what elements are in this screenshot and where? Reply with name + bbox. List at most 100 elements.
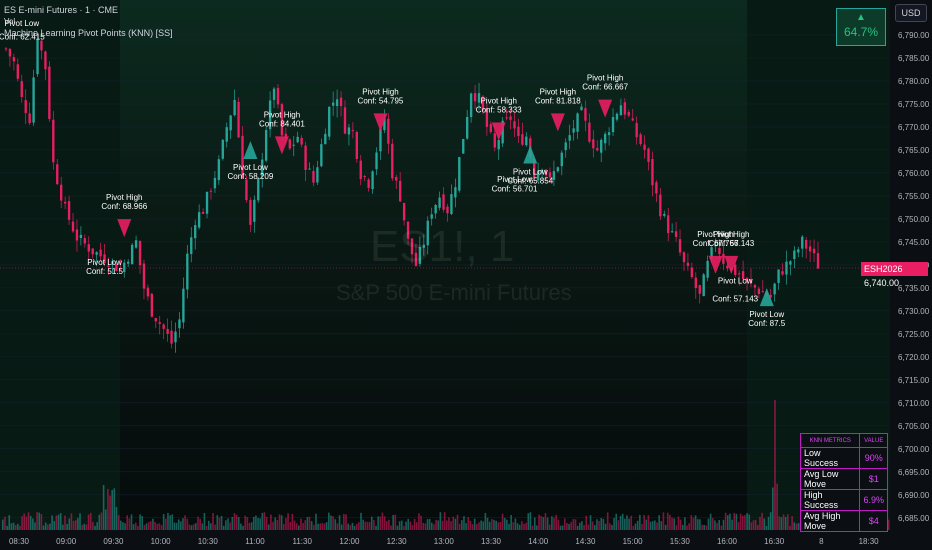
volume-bar — [508, 523, 510, 530]
candle-body — [434, 204, 437, 214]
candle-body — [454, 187, 457, 198]
volume-bar — [731, 519, 733, 530]
volume-bar — [85, 524, 88, 530]
volume-bar — [542, 517, 545, 530]
volume-bar — [62, 524, 64, 530]
volume-bar — [473, 518, 476, 530]
volume-bar — [529, 512, 532, 530]
candle-body — [245, 179, 248, 201]
metrics-header-label: KNN METRICS — [799, 433, 861, 448]
volume-bar — [583, 525, 585, 530]
volume-bar — [295, 523, 298, 530]
candle-body — [280, 104, 284, 136]
candle-body — [83, 238, 87, 244]
candle-body — [686, 262, 690, 266]
volume-bar — [634, 523, 637, 530]
volume-bar — [536, 525, 538, 530]
candle-body — [414, 252, 418, 266]
volume-bar — [117, 515, 120, 530]
volume-bar — [358, 522, 360, 530]
volume-bar — [574, 519, 577, 530]
volume-bar — [782, 514, 785, 530]
volume-bar — [304, 520, 307, 530]
volume-bar — [643, 514, 645, 530]
volume-bar — [231, 517, 234, 530]
volume-bar — [222, 525, 225, 530]
volume-bar — [47, 524, 49, 530]
pivot-label: Pivot High — [697, 230, 733, 239]
volume-bar — [377, 516, 379, 530]
candle-body — [331, 102, 335, 106]
volume-bar — [315, 513, 317, 530]
volume-bar — [441, 520, 444, 530]
success-badge-value: 64.7% — [843, 25, 879, 39]
volume-bar — [259, 518, 261, 530]
candle-body — [320, 144, 323, 167]
pivot-high-marker — [491, 122, 506, 141]
volume-bar — [19, 525, 21, 530]
volume-bar — [12, 522, 15, 530]
volume-bar — [795, 523, 798, 530]
y-tick-label: 6,760.00 — [898, 169, 930, 178]
volume-bar — [70, 513, 73, 530]
volume-bar — [203, 512, 206, 530]
y-tick-label: 6,775.00 — [898, 100, 930, 109]
volume-bar — [192, 524, 195, 530]
volume-bar — [109, 495, 111, 530]
candle-body — [513, 121, 516, 129]
volume-bar — [182, 518, 184, 530]
candle-body — [481, 96, 485, 111]
candle-body — [249, 200, 252, 225]
volume-bar — [396, 525, 399, 530]
x-tick-label: 13:30 — [481, 537, 502, 546]
candle-body — [682, 252, 686, 263]
candle-body — [406, 221, 410, 239]
volume-bar — [345, 514, 347, 530]
volume-bar — [681, 524, 684, 530]
volume-bar — [381, 512, 384, 530]
volume-bar — [145, 523, 148, 530]
pivot-extra-label: Conf: 57.143 — [712, 295, 758, 304]
volume-bar — [77, 517, 79, 530]
x-tick-label: 12:30 — [387, 537, 408, 546]
candle-body — [115, 264, 118, 272]
volume-bar — [343, 514, 345, 530]
volume-bar — [308, 516, 311, 530]
volume-bar — [531, 525, 534, 530]
candle-body — [197, 212, 201, 228]
candle-body — [600, 139, 603, 153]
candle-body — [379, 128, 382, 152]
candle-body — [812, 248, 816, 254]
volume-bar — [29, 515, 32, 530]
volume-bar — [102, 484, 105, 530]
volume-bars — [2, 400, 890, 530]
volume-bar — [589, 515, 592, 530]
candle-body — [359, 160, 362, 180]
candle-body — [568, 135, 571, 141]
volume-bar — [793, 522, 796, 530]
volume-bar — [742, 515, 744, 530]
volume-bar — [722, 519, 725, 530]
candle-body — [607, 132, 611, 136]
chart-title-text: E-mini Futures · 1 · CME — [18, 5, 119, 15]
volume-bar — [551, 516, 553, 530]
candle-body — [268, 100, 272, 130]
volume-bar — [772, 487, 774, 530]
volume-bar — [664, 524, 667, 530]
volume-bar — [523, 523, 525, 530]
volume-bar — [632, 525, 635, 530]
volume-bar — [111, 490, 113, 530]
volume-bar — [107, 488, 109, 530]
volume-bar — [645, 519, 648, 530]
volume-bar — [418, 513, 420, 530]
currency-button[interactable]: USD — [895, 4, 927, 22]
volume-bar — [364, 521, 367, 530]
x-axis-bg — [0, 530, 890, 550]
y-tick-label: 6,690.00 — [898, 491, 930, 500]
indicator-label[interactable]: Machine Learning Pivot Points (KNN) [SS] — [4, 28, 173, 38]
candle-body — [56, 164, 59, 185]
metric-value: $1 — [859, 468, 888, 490]
candle-body — [201, 211, 205, 214]
